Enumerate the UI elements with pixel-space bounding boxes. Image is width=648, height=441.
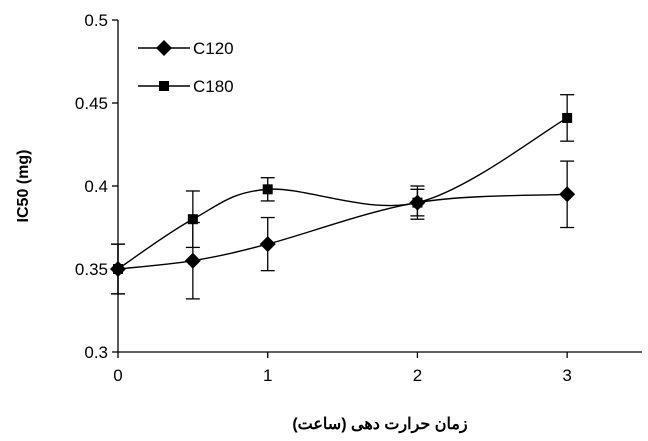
x-tick-label: 1 xyxy=(263,366,272,385)
y-tick-label: 0.3 xyxy=(84,343,108,362)
series-line xyxy=(117,117,568,270)
data-point xyxy=(562,112,573,123)
series-c180 xyxy=(111,94,575,295)
data-point xyxy=(412,197,423,208)
y-ticks: 0.3 0.35 0.4 0.45 0.5 xyxy=(75,11,118,362)
x-tick-label: 3 xyxy=(562,366,571,385)
y-axis-title: IC50 (mg) xyxy=(15,150,32,223)
y-tick-label: 0.35 xyxy=(75,260,108,279)
legend-label: C180 xyxy=(193,77,234,96)
legend-marker xyxy=(156,40,172,56)
x-ticks: 0 1 2 3 xyxy=(113,352,572,385)
legend-marker xyxy=(159,81,169,91)
legend: C120 C180 xyxy=(138,39,234,96)
data-point xyxy=(113,264,123,274)
data-point xyxy=(184,252,201,269)
x-axis-title: زمان حرارت دهی (ساعت) xyxy=(292,416,468,434)
x-tick-label: 0 xyxy=(113,366,122,385)
data-point xyxy=(187,214,198,225)
series-layer xyxy=(110,94,576,300)
data-point xyxy=(259,236,276,253)
data-point xyxy=(559,186,576,203)
y-tick-label: 0.45 xyxy=(75,94,108,113)
data-point xyxy=(262,184,273,195)
y-tick-label: 0.4 xyxy=(84,177,108,196)
x-tick-label: 2 xyxy=(413,366,422,385)
legend-label: C120 xyxy=(193,39,234,58)
y-tick-label: 0.5 xyxy=(84,11,108,30)
series-c120 xyxy=(110,160,576,300)
series-line xyxy=(117,193,568,270)
